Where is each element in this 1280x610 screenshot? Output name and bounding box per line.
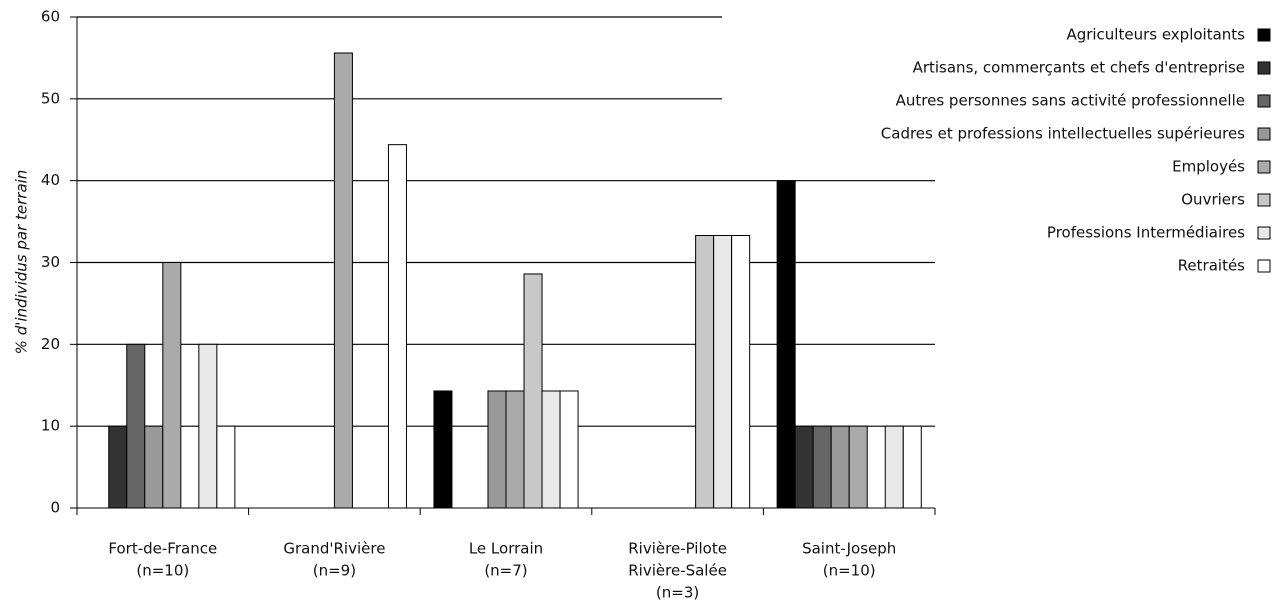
bar [216, 425, 236, 509]
y-tick-label: 30 [41, 253, 60, 271]
y-tick-label: 50 [41, 89, 60, 107]
legend-label: Cadres et professions intellectuelles su… [881, 125, 1245, 143]
legend-background [722, 10, 1280, 170]
bar [848, 425, 868, 509]
bar [812, 425, 832, 509]
bar [387, 144, 407, 509]
legend-label: Autres personnes sans activité professio… [896, 92, 1245, 110]
bar [144, 425, 164, 509]
legend-label: Retraités [1178, 257, 1245, 275]
y-tick-label: 60 [41, 8, 60, 26]
bar [559, 390, 579, 509]
legend-swatch [1257, 160, 1271, 174]
bar [776, 180, 796, 509]
x-tick-label: Grand'Rivière [283, 540, 385, 558]
x-tick-label: Fort-de-France [108, 540, 217, 558]
bar [108, 425, 128, 509]
legend-swatch [1257, 61, 1271, 75]
bar [830, 425, 850, 509]
x-tick-label: Rivière-Salée [628, 562, 727, 580]
bar [731, 234, 751, 509]
y-tick-label: 10 [41, 417, 60, 435]
bar [884, 425, 904, 509]
bar [794, 425, 814, 509]
bar [695, 234, 715, 509]
bar [433, 390, 453, 509]
bar [198, 343, 218, 509]
bar [713, 234, 733, 509]
bar [126, 343, 146, 509]
bar [541, 390, 561, 509]
legend-label: Artisans, commerçants et chefs d'entrepr… [913, 59, 1245, 77]
legend-label: Ouvriers [1181, 191, 1245, 209]
legend-label: Employés [1172, 158, 1245, 176]
y-tick-label: 0 [50, 499, 60, 517]
y-tick-label: 20 [41, 335, 60, 353]
y-axis-label: % d'individus par terrain [13, 170, 31, 355]
x-tick-label: Rivière-Pilote [628, 540, 727, 558]
bar [487, 390, 507, 509]
legend-swatch [1257, 28, 1271, 42]
legend-swatch [1257, 193, 1271, 207]
x-tick-label: Saint-Joseph [802, 540, 896, 558]
bar [523, 273, 543, 509]
bar [505, 390, 525, 509]
x-tick-label: (n=9) [313, 562, 356, 580]
x-tick-label: (n=7) [484, 562, 527, 580]
x-tick-label: Le Lorrain [469, 540, 543, 558]
legend-label: Professions Intermédiaires [1047, 224, 1245, 242]
legend-swatch [1257, 94, 1271, 108]
legend-swatch [1257, 259, 1271, 273]
bar [162, 262, 182, 509]
legend-swatch [1257, 226, 1271, 240]
x-tick-label: (n=10) [136, 562, 189, 580]
bar [902, 425, 922, 509]
x-tick-label: (n=3) [656, 584, 699, 602]
y-tick-label: 40 [41, 171, 60, 189]
x-tick-label: (n=10) [823, 562, 876, 580]
bar [333, 52, 353, 509]
legend-swatch [1257, 127, 1271, 141]
legend-label: Agriculteurs exploitants [1066, 26, 1245, 44]
